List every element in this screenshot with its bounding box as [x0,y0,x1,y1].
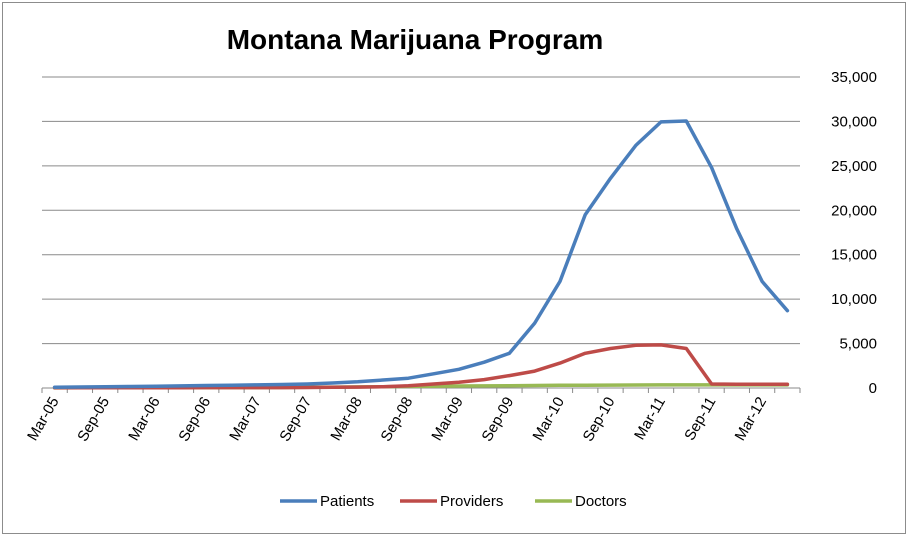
x-tick-label: Mar-10 [529,394,567,444]
x-tick-label: Mar-11 [631,394,669,443]
x-axis-tick-labels: Mar-05 Sep-05 Mar-06 Sep-06 Mar-07 Sep-07 Mar-… [24,394,770,444]
x-tick-label: Mar-06 [125,394,163,444]
x-tick-label: Sep-08 [377,394,416,444]
x-tick-label: Mar-07 [226,394,264,444]
x-tick-label: Sep-10 [580,394,619,444]
y-tick-label: 30,000 [831,113,877,130]
series-line-providers [52,343,790,390]
legend: Patients Providers Doctors [280,493,627,510]
x-tick-label: Sep-11 [681,394,719,443]
x-tick-label: Sep-07 [276,394,315,444]
series-lines [52,119,790,390]
y-tick-label: 15,000 [831,247,877,264]
x-tick-label: Mar-08 [327,394,365,444]
y-tick-label: 35,000 [831,69,877,86]
x-tick-label: Sep-06 [175,394,214,444]
y-tick-label: 10,000 [831,291,877,308]
y-tick-label: 0 [869,380,877,397]
x-tick-label: Sep-05 [74,394,113,444]
gridlines [41,76,801,393]
y-tick-label: 25,000 [831,158,877,175]
y-tick-label: 20,000 [831,202,877,219]
legend-label-doctors: Doctors [575,493,627,510]
x-tick-label: Mar-12 [732,394,770,444]
y-axis-tick-labels: 0 5,000 10,000 15,000 20,000 25,000 30,000 35,0… [831,69,877,397]
x-tick-label: Sep-09 [479,394,518,444]
series-line-patients [52,119,790,389]
legend-label-patients: Patients [320,493,374,510]
chart-title: Montana Marijuana Program [226,24,604,55]
x-tick-label: Mar-05 [24,394,62,444]
x-tick-label: Mar-09 [428,394,466,444]
y-tick-label: 5,000 [839,336,877,353]
legend-label-providers: Providers [440,493,503,510]
